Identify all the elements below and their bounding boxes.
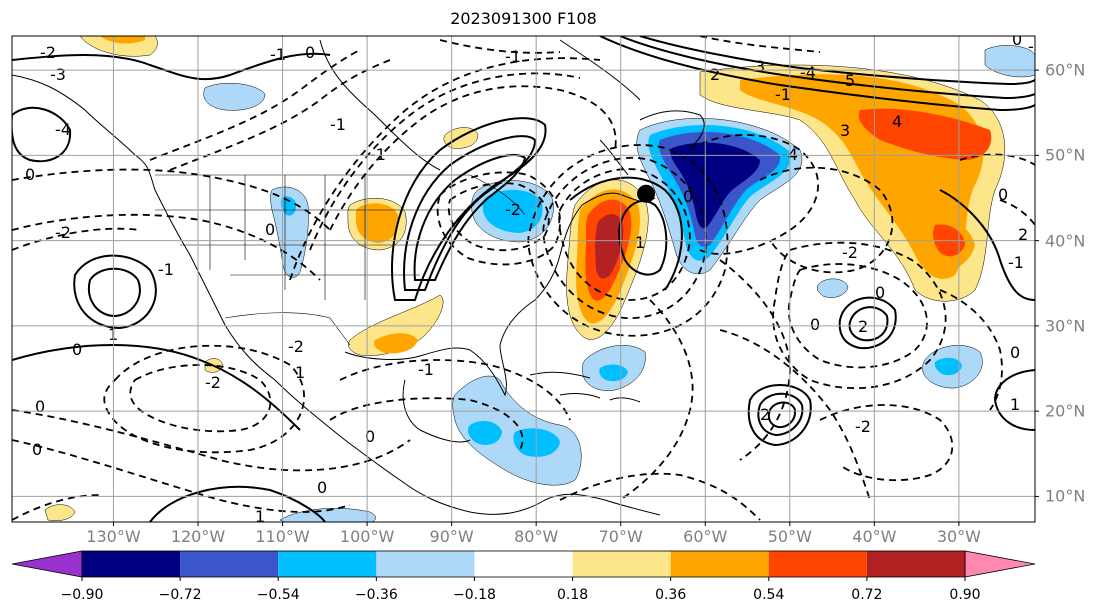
colorbar-label: −0.36 xyxy=(354,587,398,603)
colorbar-outline xyxy=(81,550,966,578)
colorbar-label: 0.18 xyxy=(556,587,589,603)
contour-label: 0 xyxy=(683,187,693,206)
contour-label: -1 xyxy=(505,47,521,66)
contour-label: 0 xyxy=(35,397,45,416)
latitude-label: 40°N xyxy=(1045,231,1086,251)
contour-label: 4 xyxy=(892,112,902,131)
contour-label: -2 xyxy=(505,200,521,219)
colorbar-segment xyxy=(866,551,965,577)
latitude-label: 50°N xyxy=(1045,145,1086,165)
longitude-label: 60°W xyxy=(683,527,728,546)
contour-label: 0 xyxy=(1010,343,1020,362)
contour-label: -2 xyxy=(288,337,304,356)
longitude-label: 100°W xyxy=(339,527,395,546)
contour-label: -2 xyxy=(205,373,221,392)
contours-negative xyxy=(12,36,1035,521)
colorbar-segment xyxy=(768,551,867,577)
latitude-label: 30°N xyxy=(1045,316,1086,336)
contour-label: -2 xyxy=(855,417,871,436)
map-title: 2023091300 F108 xyxy=(450,9,597,28)
contour-label: -1 xyxy=(775,85,791,104)
colorbar-segment xyxy=(376,551,475,577)
colorbar-label: −0.18 xyxy=(452,587,496,603)
contour-label: 0 xyxy=(998,185,1008,204)
political-borders xyxy=(155,174,526,346)
contour-label: -1 xyxy=(1028,37,1044,56)
contour-label: 0 xyxy=(72,340,82,359)
contour-label: 5 xyxy=(845,71,855,90)
longitude-label: 130°W xyxy=(86,527,141,546)
longitude-label: 90°W xyxy=(429,527,474,546)
longitude-label: 110°W xyxy=(255,527,310,546)
colorbar-extend-min xyxy=(11,550,83,578)
colorbar-segment xyxy=(572,551,671,577)
contour-label: 2 xyxy=(710,65,720,84)
contour-label: 1 xyxy=(635,233,645,252)
colorbar-label: 0.90 xyxy=(949,587,981,603)
contour-label: 1 xyxy=(295,363,305,382)
colorbar xyxy=(11,550,1036,581)
contour-label: -2 xyxy=(842,243,858,262)
contour-label: -1 xyxy=(330,115,346,134)
contour-label: 0 xyxy=(25,165,35,184)
contour-label: -2 xyxy=(40,43,56,62)
contour-label: 1 xyxy=(1010,395,1020,414)
axis-ticks xyxy=(112,69,1039,526)
latitude-label: 20°N xyxy=(1045,401,1086,421)
colorbar-segment xyxy=(670,551,769,577)
contour-label: -4 xyxy=(55,120,71,139)
longitude-label: 80°W xyxy=(514,527,559,546)
longitude-label: 70°W xyxy=(598,527,643,546)
contours-positive xyxy=(12,36,1035,522)
colorbar-extend-max xyxy=(964,550,1036,578)
contour-label: -1 xyxy=(370,145,386,164)
colorbar-segment xyxy=(82,551,181,577)
contour-label: -1 xyxy=(1008,253,1024,272)
contour-label: 0 xyxy=(875,283,885,302)
contour-label: 0 xyxy=(32,440,42,459)
contour-label: -1 xyxy=(158,260,174,279)
contour-label: -1 xyxy=(270,45,286,64)
colorbar-label: −0.54 xyxy=(256,587,300,603)
colorbar-label: 0.72 xyxy=(851,587,883,603)
colorbar-label: 0.36 xyxy=(655,587,687,603)
colorbar-segment xyxy=(180,551,279,577)
location-marker xyxy=(637,184,656,203)
colorbar-segment xyxy=(474,551,573,577)
colorbar-label: −0.72 xyxy=(158,587,202,603)
contour-label: 0 xyxy=(265,220,275,239)
colorbar-segment xyxy=(278,551,377,577)
anomaly-shading xyxy=(44,36,1035,522)
gridlines xyxy=(12,36,1035,522)
colorbar-label: 0.54 xyxy=(753,587,785,603)
contour-label: 0 xyxy=(1012,30,1022,49)
contour-label: 2 xyxy=(760,405,770,424)
longitude-label: 30°W xyxy=(936,527,981,546)
longitude-label: 50°W xyxy=(767,527,812,546)
contour-label: 0 xyxy=(317,478,327,497)
colorbar-label: −0.90 xyxy=(60,587,104,603)
cold-anomaly-caribbean xyxy=(452,375,582,486)
contour-label: 0 xyxy=(810,315,820,334)
contour-label: -1 xyxy=(418,360,434,379)
map-frame xyxy=(11,35,1036,523)
contour-label: 2 xyxy=(1018,225,1028,244)
contour-label: -3 xyxy=(50,65,66,84)
longitude-label: 40°W xyxy=(852,527,897,546)
contour-label: 1 xyxy=(255,507,265,526)
contour-label: 0 xyxy=(365,427,375,446)
contour-label: -4 xyxy=(800,63,816,82)
contour-label: 3 xyxy=(755,57,765,76)
contour-label: -2 xyxy=(55,223,71,242)
latitude-label: 60°N xyxy=(1045,60,1086,80)
contour-label: 2 xyxy=(858,317,868,336)
contour-label: 0 xyxy=(305,43,315,62)
contour-label: 3 xyxy=(840,121,850,140)
longitude-label: 120°W xyxy=(170,527,226,546)
latitude-label: 10°N xyxy=(1045,486,1086,506)
